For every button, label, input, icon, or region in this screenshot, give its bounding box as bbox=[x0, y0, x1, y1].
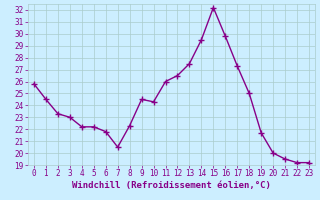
X-axis label: Windchill (Refroidissement éolien,°C): Windchill (Refroidissement éolien,°C) bbox=[72, 181, 271, 190]
